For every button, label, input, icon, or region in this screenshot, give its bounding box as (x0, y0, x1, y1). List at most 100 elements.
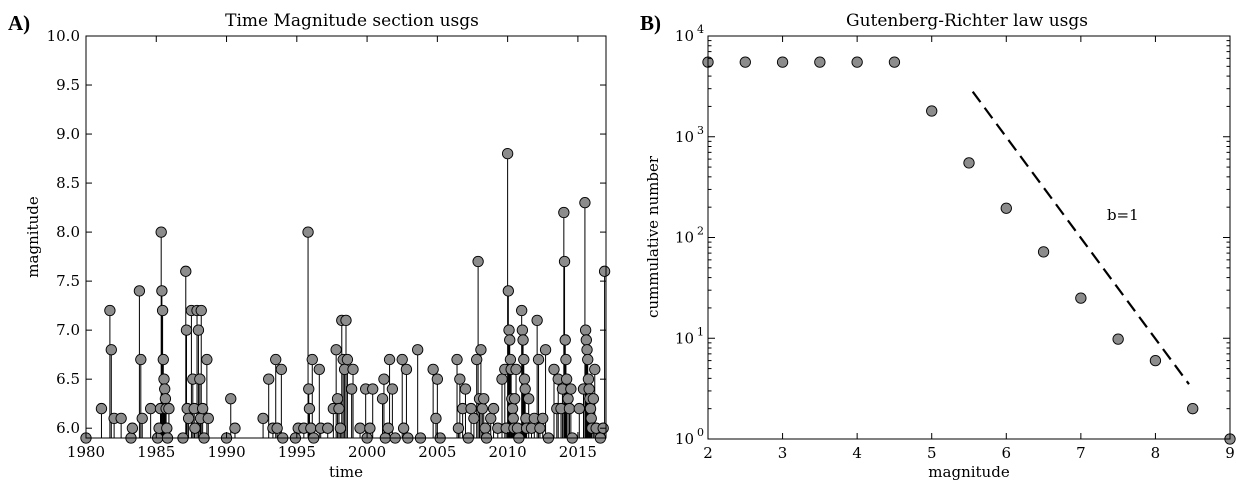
panel-a-point (182, 412, 195, 425)
panel-a-point (589, 363, 601, 376)
panel-a-letter: A) (8, 11, 30, 35)
panel-b-ytick-exponent: 3 (697, 124, 704, 137)
panel-a-point (565, 383, 577, 395)
panel-a-point (412, 344, 424, 356)
panel-a-point (548, 363, 560, 376)
panel-a-point (582, 373, 595, 385)
panel-a-point (560, 373, 573, 385)
panel-a-ytick-label: 10.0 (47, 27, 80, 45)
panel-b-point (1149, 354, 1162, 367)
panel-a-point (275, 363, 288, 376)
panel-a-point (305, 422, 317, 434)
panel-b-point (776, 56, 789, 68)
panel-a-xtick-label: 2005 (418, 443, 456, 461)
panel-a-xticks: 1980 1985 1990 1995 2000 2005 2010 2015 (67, 36, 597, 461)
panel-b-xtick-label: 5 (927, 444, 937, 462)
panel-b-points (702, 56, 1236, 445)
panel-a-point (534, 422, 546, 434)
panel-a-point (579, 324, 592, 336)
panel-b-point (963, 157, 975, 169)
panel-a-point (340, 314, 352, 326)
panel-a-point (331, 393, 344, 405)
panel-a-xtick-label: 2010 (489, 443, 527, 461)
panel-a-point (144, 402, 157, 415)
panel-a-point (135, 353, 147, 366)
panel-a-point (155, 226, 167, 238)
panel-a-point (354, 422, 366, 434)
panel-a-point (479, 422, 491, 434)
panel-a-ytick-label: 8.5 (56, 174, 80, 192)
panel-a-point (518, 353, 530, 366)
panel-b-ytick-label: 10 (675, 128, 694, 146)
panel-a-point (519, 383, 531, 395)
panel-b-point (926, 105, 938, 117)
panel-a-point (476, 402, 488, 415)
panel-a-ytick-label: 6.5 (56, 370, 80, 388)
panel-a-point (133, 285, 146, 297)
panel-a-ytick-label: 6.0 (56, 419, 80, 437)
panel-a-point (532, 353, 545, 366)
panel-a-point (563, 402, 576, 415)
panel-a-point (487, 402, 500, 415)
panel-a-point (180, 265, 192, 277)
panel-a-point (364, 422, 376, 434)
panel-b-xtick-label: 6 (1002, 444, 1012, 462)
panel-a-point (161, 422, 173, 434)
panel-a-point (496, 373, 508, 385)
panel-a-point (313, 363, 325, 376)
panel-a-ylabel: magnitude (24, 196, 42, 278)
panel-a-xlabel: time (329, 463, 363, 481)
panel-a-point (195, 304, 207, 317)
panel-a-point (158, 373, 170, 385)
panel-b-ytick-exponent: 2 (697, 225, 704, 238)
panel-a-xtick-label: 1990 (207, 443, 245, 461)
panel-a-point (531, 314, 543, 326)
panel-b-xticks: 2 3 4 5 6 7 8 9 (703, 36, 1235, 462)
panel-b-point (1187, 403, 1199, 415)
panel-b-point (1037, 246, 1050, 258)
panel-b-xtick-label: 3 (778, 444, 788, 462)
panel-b-xtick-label: 8 (1151, 444, 1161, 462)
panel-b-letter: B) (640, 11, 661, 35)
panel-a-point (396, 353, 408, 366)
panel-a-point (126, 422, 139, 434)
panel-a-point (330, 344, 342, 356)
panel-b-fit-line (971, 91, 1190, 385)
panel-a-point (581, 344, 593, 356)
panel-a-point (115, 412, 127, 425)
panel-a-ytick-label: 9.0 (56, 125, 80, 143)
panel-a-point (192, 324, 205, 336)
panel-a-point (539, 344, 552, 356)
panel-b-point (739, 56, 751, 68)
panel-a-point (504, 334, 516, 346)
panel-a-point (508, 393, 521, 405)
panel-a-point (587, 393, 600, 405)
panel-b: B) Gutenberg-Richter law usgs b=1 2 3 4 5 6 7… (640, 11, 1236, 481)
panel-a-point (478, 393, 490, 405)
panel-a-xtick-label: 2000 (348, 443, 386, 461)
panel-b-point (1000, 202, 1012, 214)
panel-a-point (136, 412, 148, 425)
panel-a-point (430, 412, 442, 425)
panel-a-point (465, 402, 477, 415)
panel-a-point (523, 393, 535, 405)
panel-a-point (382, 422, 394, 434)
panel-a-point (347, 363, 359, 376)
panel-b-annotation: b=1 (1107, 206, 1139, 224)
panel-a-point (558, 206, 570, 219)
panel-b-point (888, 56, 901, 68)
panel-a: A) Time Magnitude section usgs 1980 1985 1… (8, 11, 611, 481)
panel-a-point (585, 412, 597, 425)
panel-a-xtick-label: 1985 (137, 443, 175, 461)
panel-a-point (503, 324, 515, 336)
panel-b-point (1112, 333, 1124, 345)
panel-a-point (105, 344, 117, 356)
panel-a-title: Time Magnitude section usgs (225, 11, 479, 31)
panel-b-ylabel: cummulative number (644, 155, 662, 318)
panel-a-point (302, 226, 314, 238)
panel-a-ytick-label: 7.5 (56, 272, 80, 290)
panel-b-title: Gutenberg-Richter law usgs (846, 11, 1088, 31)
panel-a-point (501, 148, 514, 160)
panel-a-point (156, 285, 168, 297)
panel-a-point (518, 373, 531, 385)
